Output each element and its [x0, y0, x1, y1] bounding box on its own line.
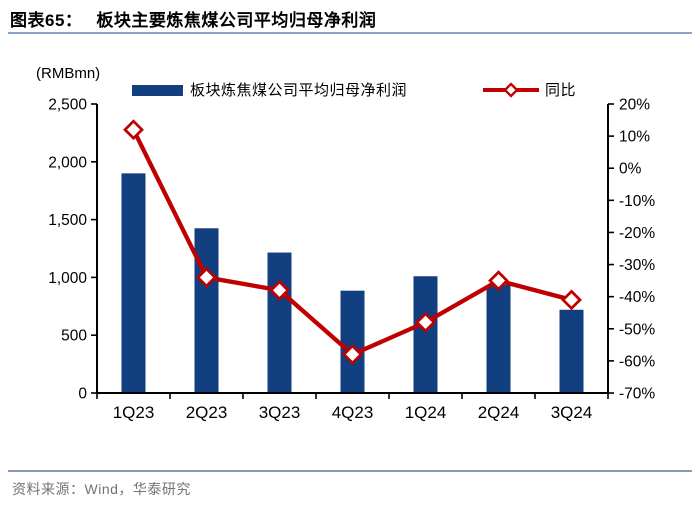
- right-axis-tick-label: -20%: [619, 225, 655, 242]
- bar-2Q23: [194, 228, 219, 393]
- bar-3Q24: [559, 309, 584, 393]
- legend-line-marker-icon: [483, 82, 539, 98]
- left-axis-tick-label: 1,000: [48, 270, 87, 287]
- x-axis-label-3Q23: 3Q23: [259, 403, 301, 422]
- bar-1Q23: [121, 173, 146, 393]
- bar-4Q23: [340, 290, 365, 393]
- legend-bar-swatch: [132, 85, 183, 96]
- left-axis-unit-label: (RMBmn): [36, 65, 101, 82]
- yoy-marker-2Q23: [196, 266, 217, 288]
- right-axis-tick-label: -60%: [619, 353, 655, 370]
- bar-line-chart-plot: 2,500 2,000 1,500 1,000 500 0 20% 10% 0% -10% -20%…: [48, 97, 655, 423]
- bar-3Q23: [267, 252, 292, 393]
- yoy-marker-3Q24: [561, 289, 582, 311]
- right-axis-tick-label: -50%: [619, 321, 655, 338]
- bar-1Q24: [413, 276, 438, 393]
- x-axis-label-2Q24: 2Q24: [478, 403, 520, 422]
- legend-line-series-label: 同比: [545, 82, 577, 99]
- x-axis-label-1Q23: 1Q23: [113, 403, 155, 422]
- title-divider: [8, 32, 692, 34]
- yoy-marker-2Q24: [488, 270, 509, 292]
- left-axis-tick-label: 1,500: [48, 212, 87, 229]
- right-axis-tick-label: 20%: [619, 97, 650, 114]
- yoy-marker-3Q23: [269, 279, 290, 301]
- yoy-marker-1Q24: [415, 311, 436, 333]
- figure-number-label: 图表65：: [10, 11, 83, 30]
- right-axis-tick-label: -70%: [619, 386, 655, 403]
- left-axis-tick-label: 2,500: [48, 97, 87, 114]
- right-axis-tick-label: -10%: [619, 193, 655, 210]
- x-axis-label-3Q24: 3Q24: [551, 403, 593, 422]
- bar-2Q24: [486, 284, 511, 393]
- right-axis-tick-label: 10%: [619, 129, 650, 146]
- yoy-marker-4Q23: [342, 344, 363, 365]
- right-axis-tick-label: 0%: [619, 161, 642, 178]
- source-attribution: 资料来源：Wind，华泰研究: [12, 481, 191, 497]
- right-axis-tick-label: -30%: [619, 257, 655, 274]
- figure-header: 图表65： 板块主要炼焦煤公司平均归母净利润: [10, 6, 376, 31]
- figure-title: 板块主要炼焦煤公司平均归母净利润: [96, 11, 377, 30]
- x-axis-label-2Q23: 2Q23: [186, 403, 228, 422]
- left-axis-tick-label: 2,000: [48, 154, 87, 171]
- yoy-marker-1Q23: [123, 119, 144, 141]
- legend-bar-series-label: 板块炼焦煤公司平均归母净利润: [190, 82, 408, 99]
- x-axis-label-4Q23: 4Q23: [332, 403, 374, 422]
- footer-divider: [8, 470, 692, 472]
- x-axis-label-1Q24: 1Q24: [405, 403, 447, 422]
- left-axis-tick-label: 500: [61, 328, 87, 345]
- right-axis-tick-label: -40%: [619, 289, 655, 306]
- left-axis-tick-label: 0: [78, 386, 87, 403]
